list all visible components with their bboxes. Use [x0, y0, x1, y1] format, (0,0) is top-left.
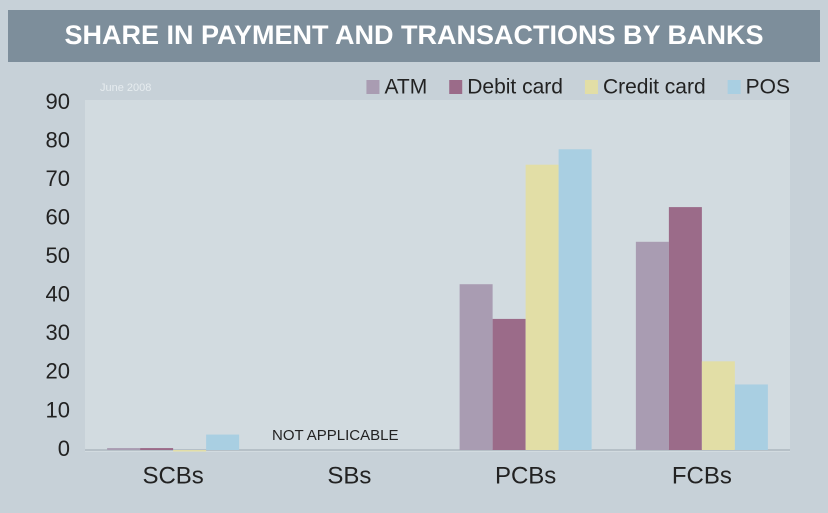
- bar: [734, 384, 768, 450]
- legend-label: ATM: [384, 76, 427, 99]
- bar: [635, 241, 669, 450]
- bar: [107, 448, 141, 450]
- bar: [206, 434, 240, 450]
- bar: [558, 149, 592, 450]
- x-tick-label: PCBs: [495, 462, 556, 489]
- bar: [525, 164, 559, 450]
- chart-title: SHARE IN PAYMENT AND TRANSACTIONS BY BAN…: [64, 20, 763, 50]
- x-tick-label: FCBs: [672, 462, 732, 489]
- y-tick-label: 70: [46, 166, 70, 191]
- legend-swatch: [366, 80, 380, 94]
- legend-swatch: [727, 80, 741, 94]
- bar: [140, 448, 174, 450]
- bar: [668, 207, 702, 450]
- bar: [459, 284, 493, 450]
- x-tick-label: SCBs: [142, 462, 203, 489]
- y-tick-label: 60: [46, 204, 70, 229]
- subtitle: June 2008: [100, 82, 151, 94]
- x-tick-label: SBs: [327, 462, 371, 489]
- legend-swatch: [449, 80, 463, 94]
- y-tick-label: 90: [46, 89, 70, 114]
- legend-label: Debit card: [467, 76, 563, 99]
- y-tick-label: 20: [46, 359, 70, 384]
- y-tick-label: 0: [58, 436, 70, 461]
- legend-label: POS: [746, 76, 790, 99]
- y-tick-label: 30: [46, 320, 70, 345]
- bar: [173, 450, 207, 452]
- legend-label: Credit card: [603, 76, 706, 99]
- legend-swatch: [584, 80, 598, 94]
- annotation: NOT APPLICABLE: [272, 427, 398, 444]
- y-tick-label: 10: [46, 397, 70, 422]
- y-tick-label: 50: [46, 243, 70, 268]
- y-tick-label: 80: [46, 127, 70, 152]
- bar: [701, 361, 735, 450]
- bar: [492, 318, 526, 450]
- title-bar: [8, 10, 820, 62]
- y-tick-label: 40: [46, 282, 70, 307]
